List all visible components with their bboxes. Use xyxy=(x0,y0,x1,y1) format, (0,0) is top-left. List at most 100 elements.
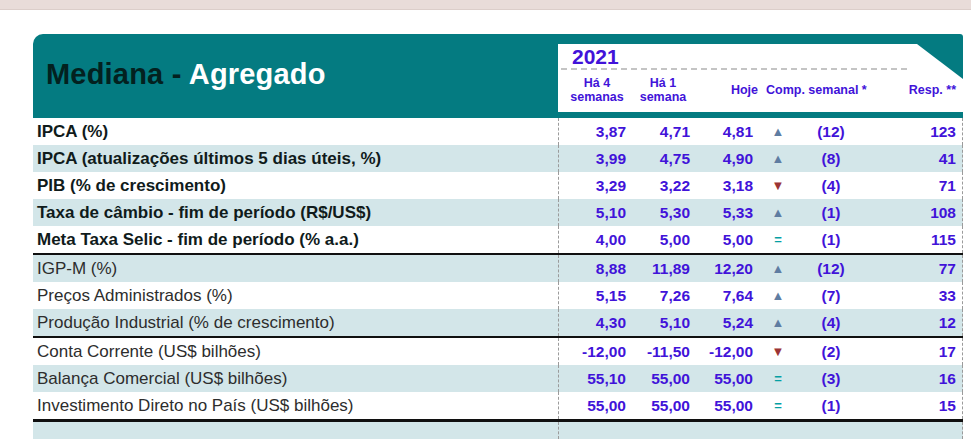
trend-eq-icon: = xyxy=(756,365,800,392)
value-4-weeks-ago xyxy=(559,422,626,439)
column-header-1-week-ago: Há 1 semana xyxy=(631,76,695,105)
value-today: 4,81 xyxy=(690,118,756,145)
row-values: -12,00 -11,50 -12,00 ▼ (2) 17 xyxy=(558,338,963,365)
respondents-change-count: (12) xyxy=(800,255,862,282)
table-row: Produção Industrial (% de crescimento) 4… xyxy=(33,309,963,336)
table-row: Meta Taxa Selic - fim de período (% a.a.… xyxy=(33,226,963,253)
respondents-change-count: (7) xyxy=(800,282,862,309)
respondents-change-count: (1) xyxy=(800,392,862,419)
value-1-week-ago: 7,26 xyxy=(626,282,690,309)
row-label: PIB (% de crescimento) xyxy=(33,172,558,199)
value-1-week-ago: 3,22 xyxy=(626,172,690,199)
year-label: 2021 xyxy=(572,45,963,68)
trend-up-icon: ▲ xyxy=(756,199,800,226)
respondents-change-count: (3) xyxy=(800,365,862,392)
trend-icon xyxy=(756,422,800,439)
row-label xyxy=(33,422,558,439)
row-values: 3,99 4,75 4,90 ▲ (8) 41 xyxy=(558,145,963,172)
respondents-change-count: (4) xyxy=(800,172,862,199)
focus-median-report: Mediana - Agregado 2021 Há 4 semanas Há … xyxy=(0,0,971,439)
table-row: PIB (% de crescimento) 3,29 3,22 3,18 ▼ … xyxy=(33,172,963,199)
row-label: Balança Comercial (US$ bilhões) xyxy=(33,365,558,392)
header-band: Mediana - Agregado 2021 Há 4 semanas Há … xyxy=(33,34,963,118)
row-values: 5,10 5,30 5,33 ▲ (1) 108 xyxy=(558,199,963,226)
value-today: 5,00 xyxy=(690,226,756,253)
value-1-week-ago: -11,50 xyxy=(626,338,690,365)
value-4-weeks-ago: 55,10 xyxy=(559,365,626,392)
value-today: 55,00 xyxy=(690,392,756,419)
column-header-4-weeks-ago: Há 4 semanas xyxy=(563,76,631,105)
trend-up-icon: ▲ xyxy=(756,145,800,172)
value-1-week-ago: 5,00 xyxy=(626,226,690,253)
value-today: -12,00 xyxy=(690,338,756,365)
trend-down-icon: ▼ xyxy=(756,172,800,199)
respondents-total: 16 xyxy=(862,365,962,392)
value-4-weeks-ago: 5,15 xyxy=(559,282,626,309)
table-row: Conta Corrente (US$ bilhões) -12,00 -11,… xyxy=(33,338,963,365)
row-values xyxy=(558,422,963,439)
respondents-change-count xyxy=(800,422,862,439)
value-1-week-ago: 4,75 xyxy=(626,145,690,172)
forecast-table: IPCA (%) 3,87 4,71 4,81 ▲ (12) 123 IPCA … xyxy=(33,118,963,439)
value-1-week-ago: 55,00 xyxy=(626,392,690,419)
value-4-weeks-ago: 5,10 xyxy=(559,199,626,226)
value-today: 3,18 xyxy=(690,172,756,199)
value-today: 5,33 xyxy=(690,199,756,226)
row-label: Conta Corrente (US$ bilhões) xyxy=(33,338,558,365)
column-header-weekly-comparison: Comp. semanal * xyxy=(761,83,867,97)
title-mediana: Mediana - xyxy=(46,58,182,90)
respondents-total: 17 xyxy=(862,338,962,365)
row-values: 8,88 11,89 12,20 ▲ (12) 77 xyxy=(558,255,963,282)
value-today: 5,24 xyxy=(690,309,756,336)
respondents-total: 33 xyxy=(862,282,962,309)
value-today: 7,64 xyxy=(690,282,756,309)
trend-up-icon: ▲ xyxy=(756,309,800,336)
respondents-total: 115 xyxy=(862,226,962,253)
value-today xyxy=(690,422,756,439)
value-1-week-ago: 5,10 xyxy=(626,309,690,336)
row-label: Produção Industrial (% de crescimento) xyxy=(33,309,558,336)
table-row: IPCA (atualizações últimos 5 dias úteis,… xyxy=(33,145,963,172)
title-agregado: Agregado xyxy=(189,58,326,90)
respondents-total: 71 xyxy=(862,172,962,199)
table-row: Preços Administrados (%) 5,15 7,26 7,64 … xyxy=(33,282,963,309)
column-header-today: Hoje xyxy=(695,83,761,97)
value-4-weeks-ago: 55,00 xyxy=(559,392,626,419)
row-values: 55,10 55,00 55,00 = (3) 16 xyxy=(558,365,963,392)
trend-eq-icon: = xyxy=(756,392,800,419)
year-panel: 2021 Há 4 semanas Há 1 semana Hoje Comp.… xyxy=(558,44,963,112)
row-label: IPCA (atualizações últimos 5 dias úteis,… xyxy=(33,145,558,172)
value-4-weeks-ago: -12,00 xyxy=(559,338,626,365)
trend-down-icon: ▼ xyxy=(756,338,800,365)
row-label: IPCA (%) xyxy=(33,118,558,145)
table-body: IPCA (%) 3,87 4,71 4,81 ▲ (12) 123 IPCA … xyxy=(33,118,963,439)
respondents-change-count: (2) xyxy=(800,338,862,365)
trend-eq-icon: = xyxy=(756,226,800,253)
row-values: 3,29 3,22 3,18 ▼ (4) 71 xyxy=(558,172,963,199)
trend-up-icon: ▲ xyxy=(756,282,800,309)
respondents-total: 41 xyxy=(862,145,962,172)
row-values: 4,30 5,10 5,24 ▲ (4) 12 xyxy=(558,309,963,336)
value-1-week-ago xyxy=(626,422,690,439)
value-4-weeks-ago: 8,88 xyxy=(559,255,626,282)
row-label: Taxa de câmbio - fim de período (R$/US$) xyxy=(33,199,558,226)
row-values: 55,00 55,00 55,00 = (1) 15 xyxy=(558,392,963,419)
value-4-weeks-ago: 3,99 xyxy=(559,145,626,172)
value-1-week-ago: 11,89 xyxy=(626,255,690,282)
respondents-total: 12 xyxy=(862,309,962,336)
respondents-change-count: (4) xyxy=(800,309,862,336)
column-headers: Há 4 semanas Há 1 semana Hoje Comp. sema… xyxy=(563,70,963,110)
row-label: Preços Administrados (%) xyxy=(33,282,558,309)
value-today: 55,00 xyxy=(690,365,756,392)
value-1-week-ago: 55,00 xyxy=(626,365,690,392)
row-values: 5,15 7,26 7,64 ▲ (7) 33 xyxy=(558,282,963,309)
value-1-week-ago: 5,30 xyxy=(626,199,690,226)
respondents-change-count: (8) xyxy=(800,145,862,172)
respondents-total: 123 xyxy=(862,118,962,145)
respondents-total: 15 xyxy=(862,392,962,419)
table-row-partial xyxy=(33,422,963,439)
respondents-total: 77 xyxy=(862,255,962,282)
value-today: 4,90 xyxy=(690,145,756,172)
page-title: Mediana - Agregado xyxy=(46,34,326,118)
row-values: 4,00 5,00 5,00 = (1) 115 xyxy=(558,226,963,253)
